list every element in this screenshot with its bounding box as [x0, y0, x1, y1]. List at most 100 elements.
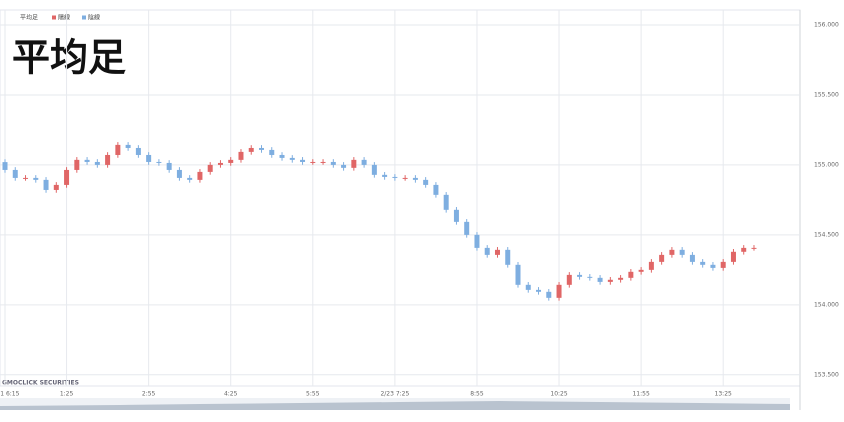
y-tick-label: 153.500 — [814, 371, 839, 378]
candle-body — [146, 154, 152, 162]
candle-body — [310, 161, 316, 163]
legend-label: 陰線 — [88, 14, 100, 22]
candle-body — [23, 177, 29, 179]
candle-body — [597, 277, 603, 282]
x-tick-label: 2/21 6:15 — [0, 391, 20, 398]
candle-body — [371, 164, 377, 175]
candle-body — [607, 279, 613, 282]
candle-body — [300, 159, 306, 162]
x-tick-label: 8:55 — [470, 391, 484, 398]
candle-body — [259, 147, 264, 150]
candle-body — [207, 164, 213, 172]
candle-body — [105, 154, 111, 165]
x-tick-label: 5:55 — [306, 391, 320, 398]
candle-body — [689, 254, 695, 262]
candle-body — [382, 174, 388, 177]
candle-body — [289, 157, 295, 160]
candle-body — [2, 162, 8, 170]
x-tick-label: 1:25 — [60, 391, 74, 398]
candle-body — [402, 177, 408, 179]
candle-body — [525, 284, 531, 290]
candle-body — [125, 144, 131, 148]
candle-body — [577, 274, 583, 277]
legend-label: 陽線 — [58, 14, 70, 22]
candle-body — [392, 176, 398, 178]
candle-body — [710, 264, 716, 268]
candle-body — [730, 251, 736, 262]
candle-body — [115, 144, 121, 155]
candle-body — [12, 169, 18, 178]
candle-body — [84, 159, 90, 162]
candle-body — [330, 161, 336, 165]
candle-body — [618, 277, 624, 280]
plot-area — [0, 9, 801, 387]
candle-body — [700, 261, 706, 265]
candle-body — [741, 247, 747, 252]
candle-body — [505, 249, 511, 265]
candle-body — [515, 264, 521, 285]
legend: 陽線 陰線 — [52, 14, 100, 22]
candle-body — [566, 274, 572, 285]
candle-body — [433, 184, 439, 195]
brand: GMOCLICK SECURITIES — [2, 380, 79, 387]
x-tick-label: 11:55 — [632, 391, 649, 398]
candle-body — [556, 284, 562, 298]
overlay-title: 平均足 — [12, 36, 126, 80]
candle-body — [33, 177, 39, 180]
candle-body — [443, 194, 449, 210]
candle-body — [648, 261, 654, 270]
candle-body — [94, 161, 100, 165]
navigator-area — [0, 401, 790, 410]
candle-body — [587, 276, 593, 278]
candle-body — [320, 161, 326, 163]
y-tick-label: 156.000 — [814, 21, 839, 28]
candle-body — [238, 151, 244, 160]
x-tick-label: 2:55 — [142, 391, 156, 398]
candle-body — [74, 159, 80, 170]
candle-body — [279, 154, 285, 158]
candle-body — [228, 159, 234, 163]
candle-body — [43, 179, 49, 190]
indicator-label: 平均足 — [20, 14, 38, 22]
legend-swatch — [82, 15, 86, 20]
candle-body — [176, 169, 182, 178]
candle-body — [64, 169, 70, 185]
candle-body — [659, 254, 665, 262]
x-tick-label: 2/23 7:25 — [380, 391, 409, 398]
x-tick-label: 4:25 — [224, 391, 238, 398]
candle-body — [679, 249, 685, 255]
x-tick-label: 13:25 — [715, 391, 732, 398]
candle-body — [536, 289, 542, 292]
legend-swatch — [52, 15, 56, 20]
y-tick-label: 155.000 — [814, 161, 839, 168]
y-tick-label: 155.500 — [814, 91, 839, 98]
candle-body — [361, 159, 367, 165]
candle-body — [474, 234, 480, 248]
candle-body — [217, 162, 223, 165]
candle-body — [53, 184, 59, 190]
candle-body — [351, 159, 357, 168]
candle-body — [484, 247, 490, 255]
candle-body — [197, 171, 203, 180]
y-tick-label: 154.500 — [814, 231, 839, 238]
y-tick-label: 154.000 — [814, 301, 839, 308]
candle-body — [494, 249, 500, 255]
candle-body — [166, 162, 172, 170]
candle-body — [546, 291, 552, 298]
candle-body — [135, 147, 141, 155]
candle-body — [156, 161, 162, 163]
candle-body — [269, 149, 275, 155]
candle-body — [638, 269, 644, 272]
candle-body — [669, 249, 675, 255]
candle-body — [412, 177, 418, 180]
candle-body — [751, 247, 757, 249]
x-tick-label: 10:25 — [550, 391, 567, 398]
candle-body — [248, 147, 254, 152]
candle-body — [720, 261, 726, 268]
candle-body — [187, 177, 193, 180]
candle-body — [423, 179, 429, 185]
candle-body — [464, 221, 470, 235]
candle-body — [341, 164, 347, 168]
